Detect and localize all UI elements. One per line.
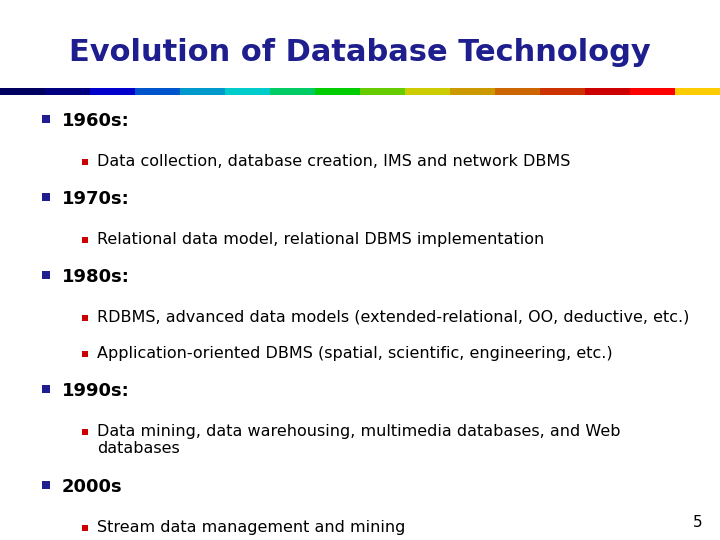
Text: 5: 5 <box>693 515 702 530</box>
Bar <box>315 88 360 95</box>
Bar <box>270 88 315 95</box>
Bar <box>630 88 675 95</box>
Bar <box>495 88 540 95</box>
Bar <box>90 88 135 95</box>
Text: Evolution of Database Technology: Evolution of Database Technology <box>69 38 651 67</box>
Text: 1980s:: 1980s: <box>62 268 130 286</box>
Bar <box>45 88 90 95</box>
Text: Data collection, database creation, IMS and network DBMS: Data collection, database creation, IMS … <box>97 154 570 169</box>
Bar <box>82 237 88 243</box>
Text: 1990s:: 1990s: <box>62 382 130 400</box>
Text: Application-oriented DBMS (spatial, scientific, engineering, etc.): Application-oriented DBMS (spatial, scie… <box>97 346 613 361</box>
Bar <box>180 88 225 95</box>
Text: Data mining, data warehousing, multimedia databases, and Web
databases: Data mining, data warehousing, multimedi… <box>97 424 621 456</box>
Bar <box>450 88 495 95</box>
Bar <box>42 115 50 123</box>
Bar <box>82 429 88 435</box>
Text: Relational data model, relational DBMS implementation: Relational data model, relational DBMS i… <box>97 232 544 247</box>
Text: 1970s:: 1970s: <box>62 190 130 208</box>
Bar <box>675 88 720 95</box>
Text: Stream data management and mining: Stream data management and mining <box>97 520 405 535</box>
Bar <box>540 88 585 95</box>
Bar <box>585 88 630 95</box>
Bar <box>42 271 50 279</box>
Bar <box>42 385 50 393</box>
Bar <box>82 351 88 357</box>
Bar <box>82 159 88 165</box>
Bar <box>82 315 88 321</box>
Text: RDBMS, advanced data models (extended-relational, OO, deductive, etc.): RDBMS, advanced data models (extended-re… <box>97 310 689 325</box>
Bar <box>360 88 405 95</box>
Bar <box>82 525 88 531</box>
Bar <box>225 88 270 95</box>
Bar <box>135 88 180 95</box>
Bar <box>42 481 50 489</box>
Text: 2000s: 2000s <box>62 478 122 496</box>
Bar <box>42 193 50 201</box>
Text: 1960s:: 1960s: <box>62 112 130 130</box>
Bar <box>0 88 45 95</box>
Bar <box>405 88 450 95</box>
